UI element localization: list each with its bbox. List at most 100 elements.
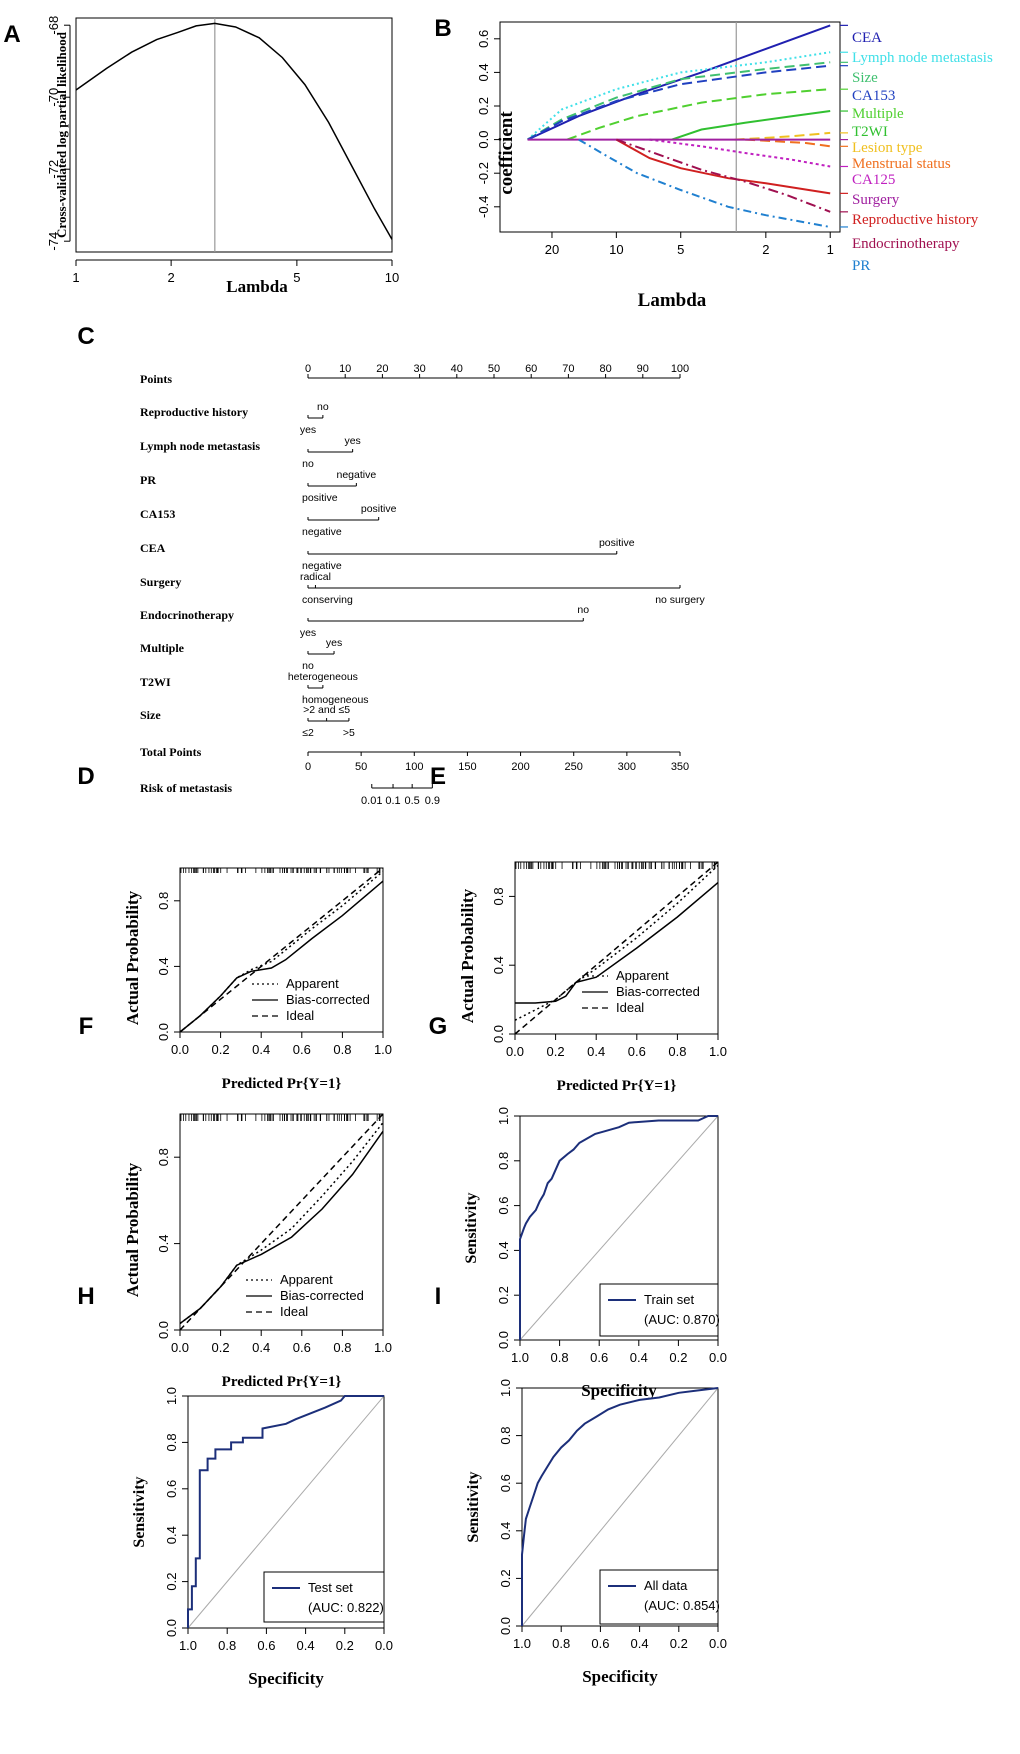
rug-marks <box>179 1114 384 1121</box>
plot-frame <box>519 1115 719 1341</box>
x-tick-label: 0.2 <box>670 1636 688 1651</box>
panel-letter-b: B <box>434 15 451 42</box>
x-axis-title: Predicted Pr{Y=1} <box>222 1374 342 1390</box>
plot-frame <box>179 867 384 1033</box>
legend-label-bias-corrected: Bias-corrected <box>280 1288 364 1303</box>
legend-label-reproductive-history: Reproductive history <box>852 212 979 228</box>
y-tick-label: 0.4 <box>156 957 171 975</box>
x-tick-label: 0.0 <box>709 1636 727 1651</box>
plot-frame <box>187 1395 385 1629</box>
y-tick-label: -0.4 <box>476 196 491 218</box>
series-lymph-node-metastasis <box>526 51 831 141</box>
level-label: >5 <box>343 727 355 739</box>
y-tick-label: -72 <box>46 160 61 179</box>
panel-letter-e: E <box>430 763 446 790</box>
y-tick-label: 0.8 <box>496 1152 511 1170</box>
y-axis-title: Actual Probability <box>123 890 142 1025</box>
series-pr <box>578 138 831 228</box>
total-tick-label: 100 <box>405 761 423 773</box>
legend-label-size: Size <box>852 70 878 86</box>
series-cea <box>527 24 831 141</box>
panel-h: 1.0 0.8 0.6 0.4 0.2 0.0 0.0 0.2 0.4 0.6 0.8 1.0 Spec… <box>131 1387 393 1688</box>
panel-c-nomogram: Points 0 10 20 30 40 50 60 70 80 90 100 Reproductive… <box>140 363 706 807</box>
points-tick-label: 50 <box>488 363 500 375</box>
x-axis-title: Lambda <box>638 290 707 311</box>
level-label: no <box>317 401 329 413</box>
y-tick-label: -68 <box>46 16 61 35</box>
points-tick-label: 10 <box>339 363 351 375</box>
x-tick-label: 1.0 <box>709 1044 727 1059</box>
y-tick-label: 0.6 <box>496 1197 511 1215</box>
x-tick-label: 20 <box>545 242 559 257</box>
x-tick-label: 0.2 <box>547 1044 565 1059</box>
total-tick-label: 0 <box>305 761 311 773</box>
x-tick-label: 1.0 <box>511 1350 529 1365</box>
level-label: positive <box>302 492 338 504</box>
y-tick-label: 0.0 <box>496 1331 511 1349</box>
legend-label-t2wi: T2WI <box>852 124 888 140</box>
legend-label-name: Test set <box>308 1580 353 1595</box>
level-label: positive <box>599 537 635 549</box>
panel-letter-a: A <box>3 21 20 48</box>
legend-label-apparent: Apparent <box>286 976 339 991</box>
y-tick-label: -70 <box>46 88 61 107</box>
x-tick-label: 0.6 <box>628 1044 646 1059</box>
y-tick-label: 0.4 <box>498 1522 513 1540</box>
y-tick-label: 0.8 <box>156 892 171 910</box>
y-axis-title: coefficient <box>496 111 517 195</box>
rug-marks <box>514 862 719 869</box>
var-label-endocrinotherapy: Endocrinotherapy <box>140 608 234 622</box>
var-label-ca153: CA153 <box>140 507 175 521</box>
series-bias-corrected <box>515 882 719 1004</box>
legend-label-menstrual-status: Menstrual status <box>852 156 951 172</box>
var-label-reproductive-history: Reproductive history <box>140 405 248 419</box>
rug-marks <box>179 868 384 873</box>
legend-label-bias-corrected: Bias-corrected <box>286 992 370 1007</box>
legend-label-ideal: Ideal <box>280 1304 308 1319</box>
level-label: no <box>577 604 589 616</box>
x-tick-label: 10 <box>609 242 623 257</box>
x-tick-label: 0.6 <box>293 1042 311 1057</box>
var-label-size: Size <box>140 708 161 722</box>
series-ideal <box>179 867 384 1033</box>
points-tick-label: 70 <box>562 363 574 375</box>
y-tick-label: 1.0 <box>496 1107 511 1125</box>
x-tick-label: 0.8 <box>668 1044 686 1059</box>
plot-frame <box>514 861 719 1035</box>
x-tick-label: 0.8 <box>551 1350 569 1365</box>
x-axis-title: Lambda <box>226 277 288 296</box>
series-train-set <box>519 1115 718 1340</box>
panel-b: 20 10 5 2 1 -0.4 -0.2 0.0 0.2 0.4 0.6 CEA Lymph node… <box>476 21 993 311</box>
x-axis-title: Specificity <box>582 1667 658 1686</box>
level-label: no surgery <box>655 594 705 606</box>
level-label: homogeneous <box>302 694 369 706</box>
legend-label-multiple: Multiple <box>852 106 904 122</box>
points-tick-label: 90 <box>637 363 649 375</box>
x-tick-label: 0.4 <box>297 1638 315 1653</box>
y-tick-label: 0.2 <box>476 97 491 115</box>
series-endocrinotherapy <box>616 138 831 213</box>
level-label: ≤2 <box>302 727 314 739</box>
total-points-title: Total Points <box>140 745 202 759</box>
series-reproductive-history <box>615 138 831 195</box>
x-tick-label: 5 <box>293 270 300 285</box>
series-test-set <box>187 1395 384 1628</box>
points-tick-label: 100 <box>671 363 689 375</box>
legend-label-lymph-node-metastasis: Lymph node metastasis <box>852 50 993 66</box>
x-tick-label: 0.8 <box>333 1340 351 1355</box>
series-cv <box>75 22 393 240</box>
y-axis-title: Sensitivity <box>465 1471 482 1542</box>
y-tick-label: 0.2 <box>164 1573 179 1591</box>
level-label: positive <box>361 503 397 515</box>
x-tick-label: 0.8 <box>552 1636 570 1651</box>
x-tick-label: 0.6 <box>257 1638 275 1653</box>
x-tick-label: 0.4 <box>631 1636 649 1651</box>
y-axis-title: Sensitivity <box>463 1192 480 1263</box>
y-tick-label: 0.0 <box>164 1619 179 1637</box>
x-tick-label: 0.2 <box>212 1042 230 1057</box>
x-tick-label: 0.0 <box>506 1044 524 1059</box>
y-tick-label: 0.0 <box>498 1617 513 1635</box>
series-ca125 <box>649 138 831 168</box>
x-axis-title: Specificity <box>581 1381 657 1400</box>
y-tick-label: 0.2 <box>496 1286 511 1304</box>
